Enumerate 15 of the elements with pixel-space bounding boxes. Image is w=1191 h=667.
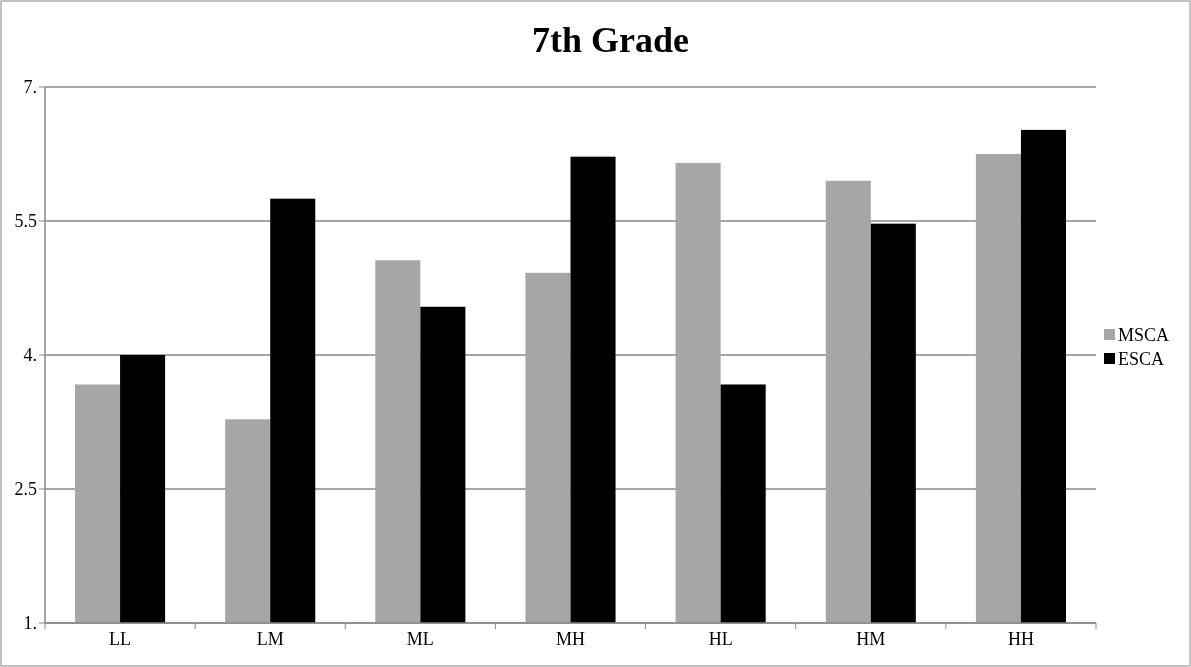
- x-tick-label: LL: [109, 629, 132, 649]
- x-tick-label: HM: [856, 629, 886, 649]
- y-tick-label: 1.: [23, 613, 37, 634]
- y-tick-label: 5.5: [14, 211, 37, 232]
- x-tick-label: HH: [1007, 629, 1034, 649]
- x-tick-label: LM: [256, 629, 284, 649]
- legend-label: ESCA: [1118, 349, 1165, 370]
- y-tick-label: 4.: [23, 345, 37, 366]
- x-tick-label: HL: [708, 629, 733, 649]
- y-tick-label: 7.: [23, 77, 37, 98]
- x-tick-label: ML: [406, 629, 434, 649]
- y-tick-label: 2.5: [14, 479, 37, 500]
- x-tick-label: MH: [555, 629, 586, 649]
- legend-label: MSCA: [1118, 325, 1170, 346]
- chart-title: 7th Grade: [532, 20, 690, 60]
